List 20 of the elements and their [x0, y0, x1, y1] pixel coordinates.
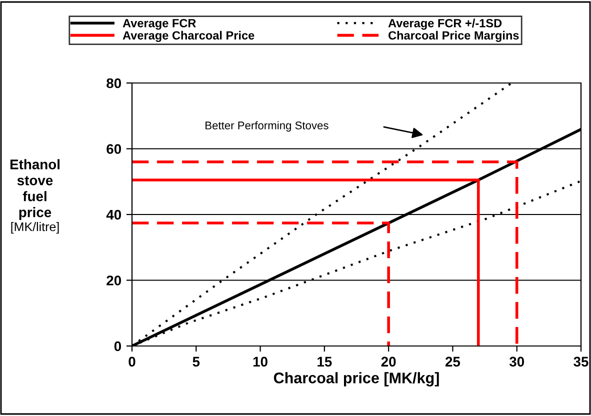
x-tick-label: 15	[318, 356, 332, 367]
legend-label: Charcoal Price Margins	[388, 30, 519, 42]
x-tick-label: 30	[509, 356, 524, 367]
x-tick-label: 5	[192, 356, 200, 367]
y-tick-label: 20	[106, 276, 122, 286]
x-tick-label: 35	[574, 356, 588, 367]
y-tick-label: 80	[106, 78, 122, 88]
x-tick-label: 10	[253, 356, 268, 367]
x-tick-label: 20	[381, 356, 396, 367]
annotation: Better Performing Stoves	[206, 121, 328, 132]
x-tick-label: 25	[445, 356, 460, 367]
legend-label: Average FCR	[122, 18, 196, 30]
y-tick-label: 60	[106, 144, 122, 154]
y-axis-title: Ethanol stove fuel price [MK/litre]	[10, 159, 60, 234]
legend-label: Average FCR +/-1SD	[388, 18, 502, 30]
y-tick-label: 40	[106, 210, 122, 220]
y-tick-label: 0	[114, 341, 122, 352]
x-tick-label: 0	[128, 356, 136, 367]
x-axis-title: Charcoal price [MK/kg]	[274, 372, 439, 386]
legend-label: Average Charcoal Price	[122, 30, 254, 42]
